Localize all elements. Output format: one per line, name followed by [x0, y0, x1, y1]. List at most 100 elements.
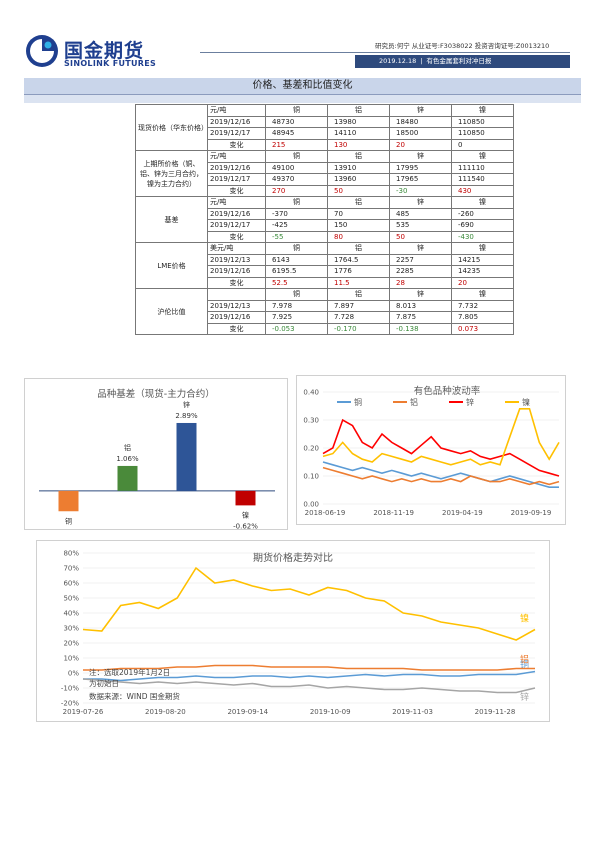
- series-line-0: [322, 461, 559, 488]
- table-row: 变化 270 50 -30 430: [136, 184, 514, 197]
- report-date: 2019.12.18: [379, 57, 417, 65]
- x-tick-label: 2019-07-26: [63, 708, 104, 716]
- table-unit: 元/吨: [207, 104, 266, 117]
- table-cell: 7.728: [327, 311, 390, 324]
- y-tick-label: 0.20: [303, 445, 319, 453]
- table-col-header: 铝: [327, 242, 390, 255]
- logo-text-cn: 国金期货: [64, 40, 145, 62]
- chart-note: 为初始日: [89, 678, 119, 688]
- bar-value-label: -0.62%: [233, 522, 258, 529]
- series-line-3: [82, 566, 536, 641]
- series-line-2: [322, 418, 560, 477]
- chart-note: 注：选取2019年1月2日: [89, 667, 170, 677]
- series-line-2: [82, 678, 536, 694]
- series-end-label: 铜: [520, 659, 529, 671]
- table-category: LME价格: [135, 242, 208, 289]
- table-col-header: 铜: [265, 104, 328, 117]
- table-cell: 50: [389, 230, 452, 243]
- table-cell: -425: [265, 219, 328, 232]
- table-cell: -690: [451, 219, 514, 232]
- table-row-label: 2019/12/17: [207, 173, 266, 186]
- series-line-0: [83, 670, 536, 682]
- x-tick-label: 2019-11-28: [475, 708, 516, 716]
- table-cell: 110850: [451, 127, 514, 140]
- table-header-row: 沪伦比值 铜铝锌镍: [135, 288, 514, 335]
- table-cell: 14215: [451, 253, 514, 266]
- table-category: 基差: [135, 196, 208, 243]
- series-line-1: [83, 664, 535, 671]
- table-cell: -370: [265, 207, 328, 220]
- table-col-header: 镍: [451, 150, 514, 163]
- table-row: 变化 215 130 20 0: [136, 138, 514, 151]
- y-tick-label: 10%: [63, 655, 79, 663]
- series-line-1: [322, 466, 560, 486]
- y-tick-label: 30%: [63, 625, 79, 633]
- table-row-label: 2019/12/16: [207, 265, 266, 278]
- table-cell: 50: [327, 184, 390, 197]
- table-row-label: 2019/12/16: [207, 207, 266, 220]
- table-header-row: 现货价格（华东价格） 元/吨铜铝锌镍: [135, 104, 514, 151]
- table-cell: 6143: [265, 253, 328, 266]
- table-cell: 111110: [451, 161, 514, 174]
- table-col-header: 镍: [451, 196, 514, 209]
- legend-label: 铜: [354, 397, 362, 407]
- x-tick-label: 2018-11-19: [373, 509, 414, 517]
- table-row: 2019/12/17 48945 14110 18500 110850: [136, 127, 514, 140]
- table-row-label: 2019/12/17: [207, 219, 266, 232]
- table-cell: 2257: [389, 253, 452, 266]
- futures-trend-chart-svg: 期货价格走势对比 80% 70% 60% 50% 40% 30% 20% 10% 0% -10% -2…: [61, 550, 536, 716]
- table-col-header: 锌: [389, 104, 452, 117]
- series-end-label: 锌: [520, 691, 529, 703]
- table-row: 2019/12/17 49370 13960 17965 111540: [136, 173, 514, 186]
- table-cell: 7.925: [265, 311, 328, 324]
- table-cell: 48730: [265, 115, 328, 128]
- table-cell: -0.170: [327, 322, 390, 335]
- section-title: 价格、基差和比值变化: [24, 78, 581, 95]
- volatility-chart: 有色品种波动率铜 铝 锌 镍 0.00 0.10 0.20 0.30 0.40 2018-06-1…: [296, 375, 566, 525]
- y-tick-label: 0%: [68, 670, 79, 678]
- y-tick-label: 80%: [63, 550, 79, 558]
- legend-label: 锌: [466, 397, 474, 407]
- table-header-row: LME价格 美元/吨铜铝锌镍: [135, 242, 514, 289]
- table-cell: 7.732: [451, 299, 514, 312]
- table-col-header: 锌: [389, 150, 452, 163]
- x-tick-label: 2018-06-19: [305, 509, 346, 517]
- table-cell: 110850: [451, 115, 514, 128]
- table-row-label: 变化: [207, 138, 266, 151]
- table-cell: 430: [451, 184, 514, 197]
- table-category: 现货价格（华东价格）: [135, 104, 208, 151]
- legend-label: 铝: [410, 397, 418, 407]
- y-tick-label: 0.30: [303, 417, 319, 425]
- section-band: [24, 95, 581, 103]
- series-end-label: 铝: [520, 654, 529, 666]
- chart-title: 期货价格走势对比: [253, 551, 333, 564]
- y-tick-label: -20%: [61, 700, 79, 708]
- y-tick-label: 40%: [63, 610, 79, 618]
- basis-chart-svg: 品种基差（现货-主力合约） 铜 -0.87% 铝 1.06% 锌 2.89% 镍 -0.62%: [39, 388, 275, 536]
- table-cell: 0: [451, 138, 514, 151]
- table-cell: 7.897: [327, 299, 390, 312]
- y-tick-label: 0.10: [303, 473, 319, 481]
- table-col-header: 铝: [327, 196, 390, 209]
- table-cell: 7.875: [389, 311, 452, 324]
- series-line-3: [322, 407, 560, 466]
- table-col-header: 镍: [451, 104, 514, 117]
- table-row-label: 变化: [207, 276, 266, 289]
- table-cell: 7.978: [265, 299, 328, 312]
- table-row: 变化 -55 80 50 -430: [136, 230, 514, 243]
- bar-category-label: 铝: [124, 443, 131, 452]
- table-col-header: 铝: [327, 150, 390, 163]
- table-col-header: 铝: [327, 104, 390, 117]
- logo-text-en: SINOLINK FUTURES: [64, 59, 157, 68]
- table-cell: 6195.5: [265, 265, 328, 278]
- table-row-label: 2019/12/16: [207, 115, 266, 128]
- table-col-header: 锌: [389, 288, 452, 301]
- table-cell: -0.138: [389, 322, 452, 335]
- analyst-line: 研究员:何宁 从业证号:F3038022 投资咨询证号:Z0013210: [375, 42, 550, 50]
- table-row-label: 2019/12/16: [207, 161, 266, 174]
- table-row: 2019/12/13 7.978 7.897 8.013 7.732: [136, 299, 514, 312]
- table-cell: -260: [451, 207, 514, 220]
- bar-category-label: 锌: [183, 400, 190, 409]
- bar-value-label: 2.89%: [175, 412, 198, 420]
- y-tick-label: 0.00: [303, 501, 319, 509]
